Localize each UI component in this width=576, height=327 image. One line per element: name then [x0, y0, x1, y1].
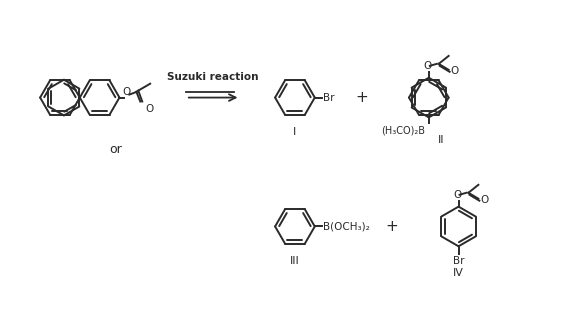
Text: +: + — [386, 219, 399, 234]
Text: Br: Br — [323, 93, 334, 103]
Text: O: O — [480, 195, 488, 205]
Text: O: O — [453, 190, 462, 200]
Text: Br: Br — [453, 256, 464, 266]
Text: or: or — [109, 143, 122, 156]
Text: IV: IV — [453, 268, 464, 278]
Text: B(OCH₃)₂: B(OCH₃)₂ — [323, 221, 369, 232]
Text: +: + — [355, 90, 367, 105]
Text: III: III — [290, 256, 300, 266]
Text: (H₃CO)₂B: (H₃CO)₂B — [381, 125, 425, 135]
Text: O: O — [424, 61, 432, 71]
Text: O: O — [145, 104, 153, 113]
Text: Suzuki reaction: Suzuki reaction — [168, 72, 259, 82]
Text: O: O — [122, 87, 131, 96]
Text: I: I — [293, 127, 297, 137]
Text: II: II — [437, 135, 444, 145]
Text: O: O — [450, 66, 459, 76]
